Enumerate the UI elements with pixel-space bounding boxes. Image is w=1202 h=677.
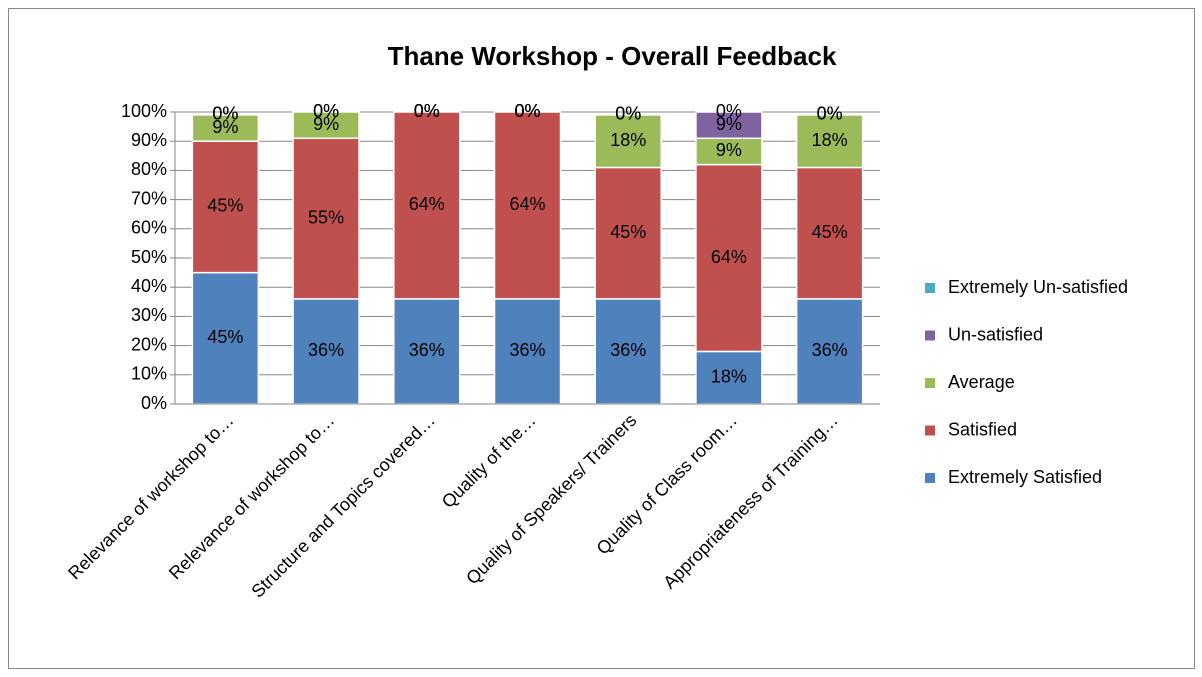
- bar-segment: [493, 111, 562, 300]
- data-label: 45%: [207, 196, 243, 216]
- data-label: 36%: [308, 340, 344, 360]
- legend-label: Extremely Satisfied: [948, 467, 1102, 487]
- data-label: 64%: [509, 194, 545, 214]
- legend-label: Satisfied: [948, 419, 1017, 439]
- bar-segment: [795, 114, 864, 169]
- data-label: 64%: [711, 247, 747, 267]
- data-label: 36%: [812, 340, 848, 360]
- data-label: 0%: [414, 101, 440, 121]
- bar-segment: [695, 111, 763, 140]
- bar-segment: [795, 166, 864, 300]
- data-label: 36%: [409, 340, 445, 360]
- data-label: 0%: [615, 104, 641, 124]
- chart-title: Thane Workshop - Overall Feedback: [388, 41, 837, 71]
- data-label: 18%: [610, 130, 646, 150]
- y-tick-label: 50%: [131, 247, 167, 267]
- bar-segment: [594, 114, 662, 169]
- y-tick-label: 30%: [131, 305, 167, 325]
- bar-segment: [695, 137, 763, 166]
- data-label: 0%: [817, 104, 843, 124]
- legend-swatch: [925, 473, 935, 483]
- data-label: 0%: [514, 101, 540, 121]
- legend-label: Average: [948, 372, 1015, 392]
- data-label: 55%: [308, 207, 344, 227]
- data-label: 0%: [414, 101, 440, 121]
- data-label: 0%: [514, 101, 540, 121]
- y-tick-label: 20%: [131, 334, 167, 354]
- data-label: 0%: [414, 101, 440, 121]
- data-label: 0%: [514, 101, 540, 121]
- legend-label: Un-satisfied: [948, 324, 1043, 344]
- data-label: 9%: [212, 117, 238, 137]
- y-tick-label: 10%: [131, 364, 167, 384]
- bar-segment: [393, 111, 461, 300]
- data-label: 0%: [817, 104, 843, 124]
- bar-segment: [695, 163, 763, 353]
- data-label: 0%: [615, 104, 641, 124]
- y-tick-label: 100%: [121, 101, 167, 121]
- legend-label: Extremely Un-satisfied: [948, 277, 1128, 297]
- bar-segment: [191, 114, 260, 142]
- bar-segment: [594, 166, 662, 300]
- data-label: 45%: [812, 222, 848, 242]
- y-tick-label: 90%: [131, 130, 167, 150]
- data-label: 36%: [610, 340, 646, 360]
- bar-segment: [292, 137, 360, 300]
- data-label: 64%: [409, 194, 445, 214]
- data-label: 0%: [716, 101, 742, 121]
- data-label: 0%: [313, 101, 339, 121]
- bar-segment: [493, 298, 562, 405]
- bar-segment: [191, 271, 260, 405]
- data-label: 9%: [313, 114, 339, 134]
- bar-segment: [292, 111, 360, 140]
- data-label: 9%: [716, 140, 742, 160]
- data-label: 45%: [610, 222, 646, 242]
- y-tick-label: 80%: [131, 159, 167, 179]
- bar-segment: [695, 350, 763, 405]
- bar-segment: [795, 298, 864, 405]
- data-label: 0%: [212, 104, 238, 124]
- bar-segment: [191, 140, 260, 274]
- legend-swatch: [925, 283, 935, 293]
- data-label: 9%: [716, 114, 742, 134]
- data-label: 45%: [207, 327, 243, 347]
- data-label: 0%: [313, 101, 339, 121]
- y-tick-label: 0%: [141, 393, 167, 413]
- data-label: 36%: [509, 340, 545, 360]
- bar-segment: [594, 298, 662, 405]
- data-label: 18%: [711, 366, 747, 386]
- legend-swatch: [925, 330, 935, 341]
- y-tick-label: 70%: [131, 188, 167, 208]
- y-tick-label: 40%: [131, 276, 167, 296]
- data-label: 18%: [812, 130, 848, 150]
- data-label: 0%: [212, 104, 238, 124]
- legend-swatch: [925, 425, 935, 436]
- y-tick-label: 60%: [131, 218, 167, 238]
- legend-swatch: [925, 378, 935, 388]
